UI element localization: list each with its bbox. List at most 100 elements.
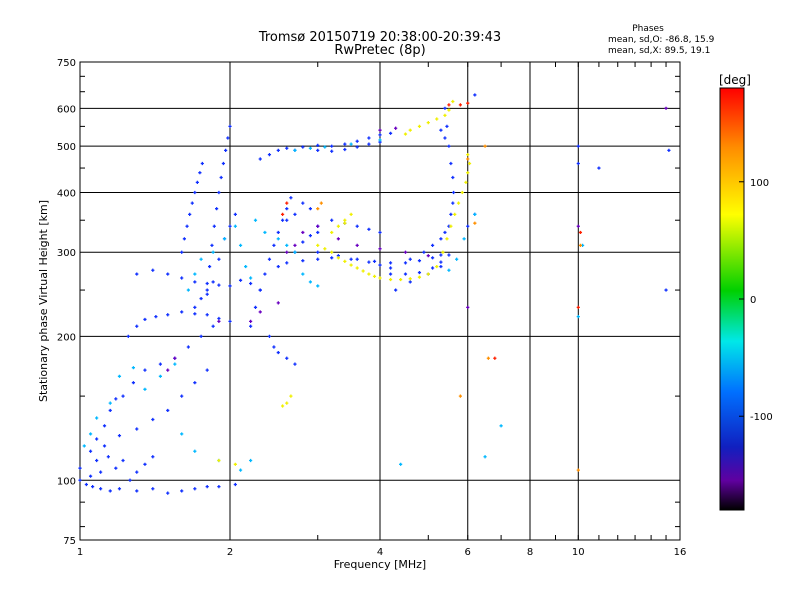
colorbar-label: [deg]	[719, 73, 751, 87]
data-point	[408, 257, 412, 261]
data-point	[367, 136, 371, 140]
data-point	[435, 264, 439, 269]
data-point	[135, 489, 139, 493]
data-point	[439, 264, 443, 269]
data-point	[451, 99, 455, 104]
data-point	[222, 237, 227, 241]
data-point	[276, 350, 280, 355]
data-point	[114, 466, 118, 470]
data-point	[466, 224, 470, 228]
data-point	[430, 243, 435, 248]
y-tick-label: 300	[57, 248, 76, 259]
data-point	[193, 190, 197, 195]
data-point	[355, 139, 359, 143]
data-point	[88, 449, 93, 453]
data-point	[205, 368, 209, 372]
data-point	[88, 474, 93, 478]
data-point	[355, 224, 359, 228]
data-point	[399, 277, 403, 282]
data-point	[198, 171, 202, 175]
data-point	[180, 394, 184, 398]
data-point	[449, 224, 453, 228]
data-point	[394, 288, 398, 292]
x-tick-label: 16	[674, 547, 687, 558]
data-point	[143, 387, 147, 391]
data-point	[128, 478, 132, 482]
data-point	[403, 132, 408, 136]
data-point	[349, 142, 353, 146]
data-point	[143, 462, 147, 466]
data-point	[233, 482, 237, 487]
x-axis-label: Frequency [MHz]	[334, 558, 426, 571]
data-point	[422, 250, 426, 254]
data-point	[78, 466, 82, 470]
data-point	[388, 131, 393, 135]
data-point	[285, 356, 289, 360]
data-point	[258, 157, 262, 161]
data-point	[280, 212, 285, 216]
data-point	[445, 124, 449, 128]
data-point	[378, 133, 382, 137]
data-point	[466, 153, 470, 157]
data-point	[180, 432, 184, 436]
data-point	[372, 259, 377, 264]
data-point	[121, 394, 125, 398]
data-point	[388, 261, 393, 265]
data-point	[439, 253, 443, 257]
data-point	[430, 256, 435, 260]
data-point	[238, 278, 243, 282]
data-point	[217, 190, 221, 195]
data-point	[330, 250, 334, 254]
data-point	[466, 101, 470, 105]
data-point	[443, 136, 447, 140]
data-point	[460, 190, 464, 195]
data-point	[226, 136, 230, 140]
data-point	[207, 264, 212, 269]
data-point	[78, 478, 82, 482]
data-point	[190, 201, 194, 205]
data-point	[367, 260, 371, 264]
data-point	[499, 424, 503, 428]
data-point	[336, 224, 340, 228]
data-point	[343, 259, 347, 264]
data-point	[211, 324, 215, 328]
data-point	[576, 144, 580, 148]
x-tick-label: 6	[465, 547, 471, 558]
data-point	[217, 485, 221, 489]
data-point	[343, 221, 347, 225]
data-point	[106, 455, 110, 459]
data-point	[195, 180, 199, 184]
data-point	[102, 424, 107, 428]
data-point	[166, 408, 170, 413]
colorbar-tick-label: 0	[750, 295, 756, 306]
x-tick-label: 8	[527, 547, 533, 558]
data-point	[276, 230, 280, 235]
data-point	[84, 482, 88, 487]
data-point	[378, 128, 382, 132]
data-point	[466, 157, 470, 161]
data-point	[276, 148, 280, 152]
data-point	[289, 394, 293, 398]
data-point	[233, 224, 237, 228]
data-point	[576, 315, 580, 319]
data-point	[193, 381, 197, 385]
data-point	[378, 138, 382, 142]
data-point	[403, 261, 408, 265]
data-point	[355, 257, 359, 261]
data-point	[439, 237, 443, 241]
data-point	[349, 212, 353, 216]
data-point	[224, 148, 228, 152]
data-point	[99, 470, 103, 474]
data-point	[217, 257, 221, 261]
data-point	[455, 257, 459, 261]
data-point	[272, 243, 276, 248]
data-point	[449, 161, 453, 166]
data-point	[173, 356, 177, 360]
data-point	[285, 401, 289, 405]
data-point	[301, 272, 305, 276]
data-point	[173, 362, 177, 366]
grid-lines	[80, 62, 680, 540]
data-point	[330, 230, 334, 235]
data-point	[447, 144, 451, 148]
data-point	[280, 404, 285, 408]
